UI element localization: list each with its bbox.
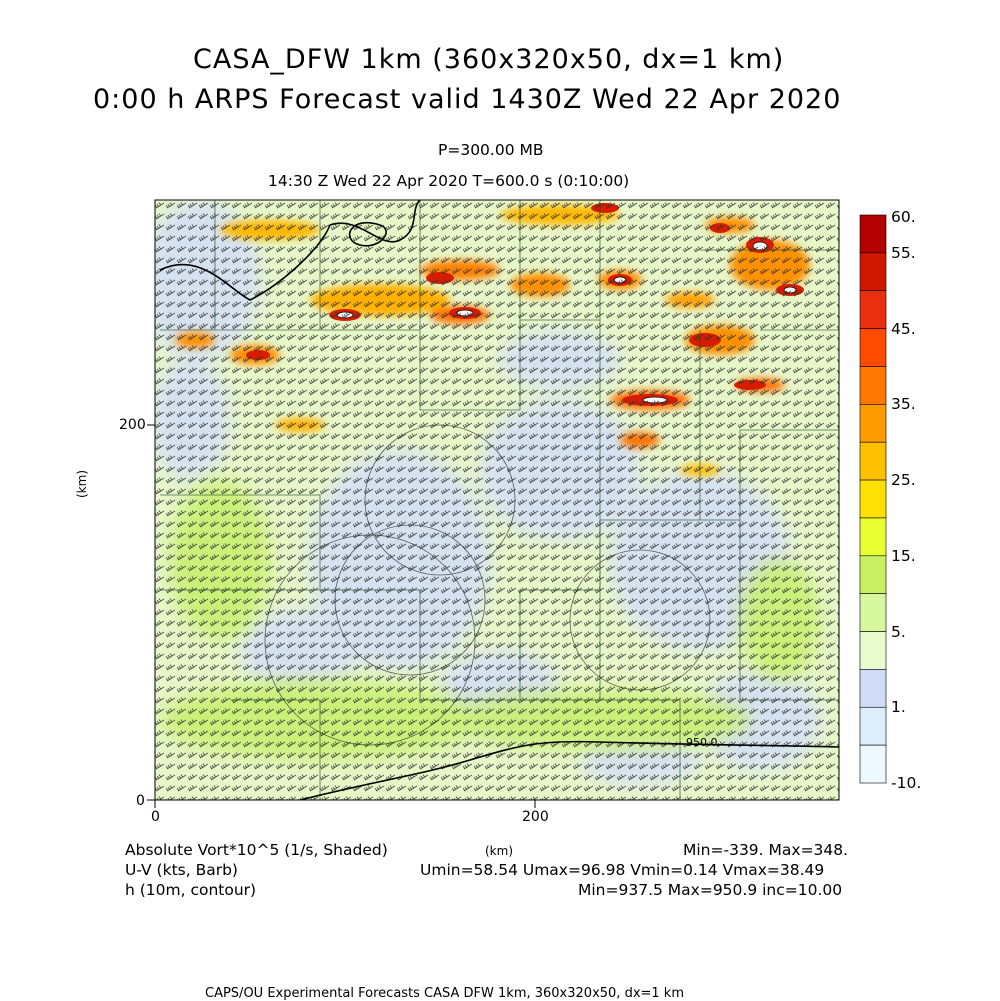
colorbar (859, 214, 887, 784)
legend-height: h (10m, contour) (125, 881, 257, 899)
x-tick-200: 200 (522, 809, 549, 825)
colorbar-swatch (859, 441, 887, 481)
colorbar-swatch (859, 631, 887, 670)
x-tick-0: 0 (151, 809, 160, 825)
colorbar-label: 35. (891, 395, 916, 413)
colorbar-label: 15. (891, 547, 916, 565)
contour-label: 950.0 (686, 736, 718, 749)
title-line-1: CASA_DFW 1km (360x320x50, dx=1 km) (193, 44, 785, 75)
colorbar-swatch (859, 593, 887, 632)
pressure-level: P=300.00 MB (438, 141, 544, 159)
colorbar-label: 55. (891, 244, 916, 262)
colorbar-label: 60. (891, 208, 916, 226)
y-axis-label: (km) (75, 469, 89, 498)
legend-wind: U-V (kts, Barb) (125, 861, 238, 879)
colorbar-swatch (859, 669, 887, 708)
colorbar-label: 45. (891, 320, 916, 338)
valid-time-line: 14:30 Z Wed 22 Apr 2020 T=600.0 s (0:10:… (268, 172, 630, 190)
colorbar-label: 25. (891, 471, 916, 489)
colorbar-swatch (859, 214, 887, 254)
colorbar-label: -10. (891, 774, 922, 792)
legend-vorticity: Absolute Vort*10^5 (1/s, Shaded) (125, 841, 388, 859)
x-axis-label: (km) (485, 844, 514, 858)
height-stats: Min=937.5 Max=950.9 inc=10.00 (578, 881, 843, 899)
colorbar-swatch (859, 479, 887, 519)
title-line-2: 0:00 h ARPS Forecast valid 1430Z Wed 22 … (93, 84, 842, 115)
colorbar-swatch (859, 404, 887, 443)
colorbar-label: 5. (891, 623, 906, 641)
colorbar-swatch (859, 328, 887, 367)
colorbar-swatch (859, 706, 887, 746)
colorbar-swatch (859, 252, 887, 292)
vorticity-shading (155, 200, 839, 800)
vorticity-stats: Min=-339. Max=348. (683, 841, 849, 859)
colorbar-swatch (859, 517, 887, 557)
colorbar-swatch (859, 290, 887, 329)
colorbar-swatch (859, 555, 887, 594)
wind-stats: Umin=58.54 Umax=96.98 Vmin=0.14 Vmax=38.… (420, 861, 825, 879)
y-tick-0: 0 (136, 793, 145, 809)
footer-credit: CAPS/OU Experimental Forecasts CASA DFW … (205, 986, 685, 1001)
colorbar-swatch (859, 744, 887, 784)
y-tick-200: 200 (119, 417, 146, 433)
colorbar-label: 1. (891, 698, 906, 716)
colorbar-swatch (859, 366, 887, 405)
